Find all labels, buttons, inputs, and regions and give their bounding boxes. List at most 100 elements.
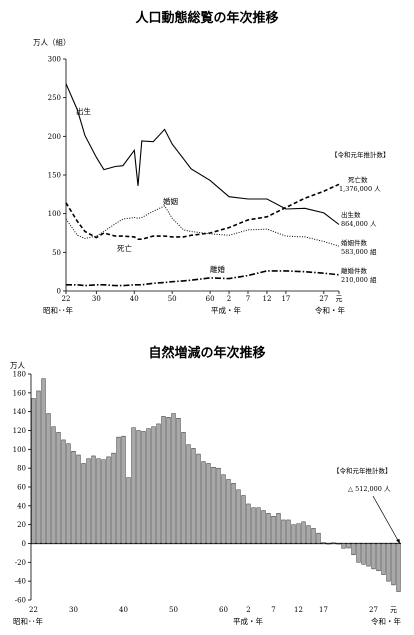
legend-marriage-value: 583,000 組 [341,247,377,256]
chart1-era-showa: 昭和･･年 [43,305,73,315]
bar-1993 [261,510,266,544]
bar-1997 [281,519,286,544]
series-line-3 [66,270,340,287]
chart2-y-tick-label: -40 [15,578,26,586]
bar-1959 [91,455,96,544]
chart2-y-tick-label: 180 [13,371,26,379]
bar-1998 [286,519,291,544]
bar-2013 [361,543,366,565]
bar-1975 [171,413,176,544]
chart2-x-tick-label: 60 [219,606,228,614]
legend-divorce-name: 離婚件数 [341,266,368,275]
bar-2014 [366,543,371,567]
bar-2006 [326,543,331,545]
bar-1980 [196,453,201,544]
bar-1947 [31,398,36,544]
bar-2011 [351,543,356,556]
bar-1979 [191,448,196,544]
series-line-1 [65,183,340,240]
bar-1977 [181,432,186,544]
bar-1978 [186,444,191,544]
bar-2015 [371,543,376,570]
bar-1949 [41,378,46,544]
bar-2002 [306,525,311,544]
legend-birth-name: 出生数 [341,210,361,219]
chart1-y-tick-label: 100 [48,210,61,218]
chart2-x-tick-label: 30 [69,606,78,614]
bar-2020 [396,543,401,592]
bar-1962 [106,456,111,544]
bar-1996 [276,513,281,544]
bar-2016 [376,543,381,572]
bar-1966 [126,477,131,544]
chart1-y-tick-label: 150 [48,172,61,180]
series-line-2 [65,205,340,247]
bar-1974 [166,417,171,544]
bar-1986 [226,479,231,544]
chart2-era-showa: 昭和･･年 [13,616,43,626]
chart2-legend: 【令和元年推計数】 △ 512,000 人 [333,466,401,545]
chart1-y-tick-label: 250 [48,94,61,102]
chart1-y-tick-label: 0 [57,288,61,296]
bar-1973 [161,416,166,544]
bar-1960 [96,458,101,544]
bar-1994 [266,513,271,544]
chart1-x-tick-label: 元 [336,295,343,303]
bar-2007 [331,542,336,544]
bar-1967 [131,427,136,544]
chart2-x-tick-label: 2 [246,606,250,614]
chart2-y-tick-label: 120 [13,427,26,435]
bar-1965 [121,435,126,544]
chart2-legend-value: △ 512,000 人 [348,485,391,493]
chart2-x-tick-label: 元 [390,606,397,614]
legend-death-value: 1,376,000 人 [339,185,381,193]
bar-1953 [61,439,66,544]
chart2-ylabel: 万人 [10,361,25,370]
bar-2009 [341,543,346,549]
bar-1988 [236,489,241,544]
bar-1985 [221,474,226,544]
chart2-y-tick-label: 40 [17,502,26,510]
chart1-x-tick-label: 17 [281,295,290,303]
bar-2004 [316,532,321,544]
bar-1955 [71,450,76,544]
bar-1957 [81,463,86,544]
chart2-title: 自然増減の年次推移 [148,345,265,361]
bar-1983 [211,467,216,544]
series-line-0 [65,83,340,225]
bar-1972 [156,423,161,544]
chart2-y-tick-label: -60 [15,597,26,605]
bar-1987 [231,483,236,544]
bar-1961 [101,459,106,544]
bar-2005 [321,542,326,544]
bar-1950 [46,413,51,544]
chart2-x-tick-label: 50 [169,606,178,614]
chart2-callout-arrow [372,495,401,545]
bar-1948 [36,390,41,544]
bar-1954 [66,443,71,544]
chart1-x-tick-label: 30 [92,295,101,303]
chart1-x-tick-label: 7 [246,295,250,303]
chart1-x-tick-label: 2 [227,295,231,303]
chart1-ylabel: 万人（組） [33,37,71,47]
chart1-lines [65,83,340,287]
chart2-era-reiwa: 令和・年 [371,616,401,626]
bar-2012 [356,543,361,563]
chart2-x-tick-label: 22 [29,606,38,614]
chart1-y-tick-label: 300 [48,56,61,64]
divorce-series-label: 離婚 [210,264,225,274]
bar-1952 [56,432,61,544]
bar-2017 [381,543,386,575]
death-series-label: 死亡 [117,243,132,253]
chart2-y-tick-label: 160 [13,389,26,397]
bar-1999 [291,524,296,544]
legend-marriage-name: 婚姻件数 [341,238,368,247]
marriage-series-label: 婚姻 [163,196,178,206]
bar-1990 [246,503,251,544]
chart1-x-tick-label: 12 [262,295,271,303]
bar-2008 [336,543,341,545]
bar-1992 [256,507,261,544]
chart2-y-tick-label: -20 [15,559,26,567]
